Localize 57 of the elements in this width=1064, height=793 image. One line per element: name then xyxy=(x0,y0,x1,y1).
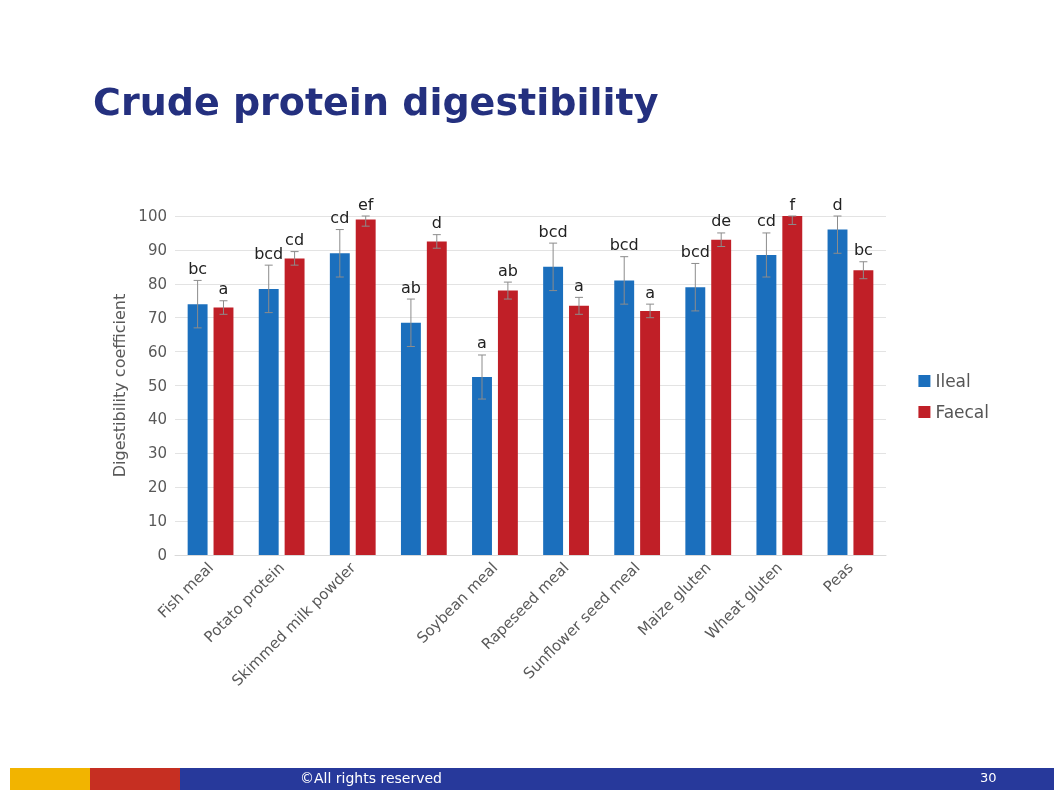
bar xyxy=(472,377,492,555)
legend-label: Ileal xyxy=(935,371,971,391)
bar xyxy=(569,305,589,555)
data-label: bcd xyxy=(680,241,710,261)
bar xyxy=(614,280,635,555)
y-tick-label: 100 xyxy=(138,207,167,225)
y-tick-label: 0 xyxy=(157,546,167,564)
y-axis-title: Digestibility coefficient xyxy=(109,293,129,478)
data-label: cd xyxy=(756,211,776,231)
y-tick-label: 20 xyxy=(147,478,167,497)
data-label: a xyxy=(218,279,229,299)
data-label: ef xyxy=(357,194,374,214)
data-label: a xyxy=(645,282,655,302)
bar xyxy=(497,290,518,555)
bar xyxy=(827,229,848,555)
bar xyxy=(426,241,447,555)
bar xyxy=(284,258,305,555)
y-tick-label: 50 xyxy=(147,376,167,395)
data-label: a xyxy=(477,333,487,353)
bar xyxy=(329,253,350,555)
bar xyxy=(853,270,874,555)
legend-label: Faecal xyxy=(935,402,990,422)
bar xyxy=(355,219,376,555)
bar xyxy=(543,266,564,555)
bar xyxy=(782,216,803,555)
y-tick-label: 80 xyxy=(147,274,167,293)
data-label: f xyxy=(789,194,796,214)
data-label: bc xyxy=(188,258,208,278)
y-tick-label: 70 xyxy=(147,308,167,327)
bar xyxy=(640,310,661,555)
text: ©All rights reserved xyxy=(300,770,442,786)
bar xyxy=(685,287,706,555)
y-tick-label: 60 xyxy=(147,342,167,361)
text: 30 xyxy=(980,770,997,785)
data-label: a xyxy=(574,275,584,295)
data-label: d xyxy=(832,194,843,214)
data-label: ab xyxy=(497,260,518,280)
data-label: bcd xyxy=(254,243,284,263)
data-label: de xyxy=(711,211,732,231)
bar xyxy=(258,288,279,555)
data-label: bc xyxy=(853,240,873,260)
bar xyxy=(756,254,777,555)
bar xyxy=(213,307,234,555)
bar xyxy=(187,304,208,555)
data-label: cd xyxy=(285,230,305,250)
data-label: cd xyxy=(330,208,350,228)
data-label: ab xyxy=(400,277,421,297)
chart-title: Crude protein digestibility xyxy=(93,80,659,124)
bar xyxy=(711,239,732,555)
data-label: bcd xyxy=(609,235,639,255)
y-tick-label: 10 xyxy=(147,512,167,531)
y-tick-label: 40 xyxy=(147,410,167,429)
data-label: bcd xyxy=(538,221,568,241)
y-tick-label: 30 xyxy=(147,444,167,463)
bar xyxy=(400,322,421,555)
data-label: d xyxy=(431,213,442,233)
y-tick-label: 90 xyxy=(147,240,167,259)
